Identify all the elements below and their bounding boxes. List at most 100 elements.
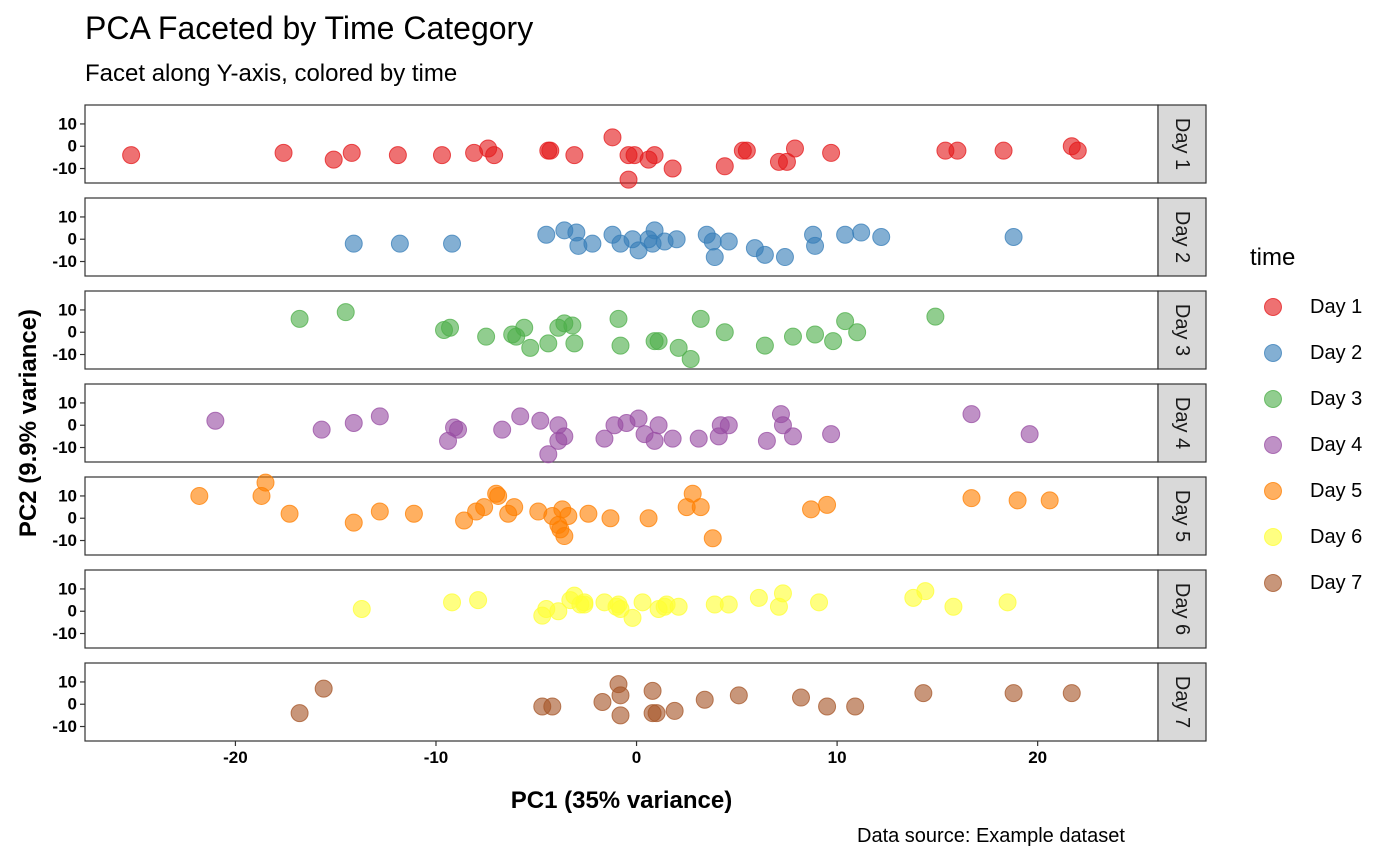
data-point: [633, 593, 652, 612]
data-point: [852, 223, 871, 242]
x-tick-label: 20: [1028, 748, 1047, 767]
facet-panel: [84, 290, 1159, 370]
y-tick-label: 10: [58, 486, 77, 505]
data-point: [783, 427, 802, 446]
data-point: [1004, 228, 1023, 246]
data-point: [836, 312, 855, 331]
data-point: [629, 409, 648, 428]
data-point: [1004, 684, 1023, 703]
data-point: [324, 150, 343, 169]
x-tick-label: 10: [828, 748, 847, 767]
facet-strip: [1157, 197, 1207, 277]
data-point: [998, 593, 1017, 612]
data-point: [681, 349, 700, 368]
data-point: [441, 318, 460, 337]
data-point: [822, 143, 841, 162]
legend-label: Day 5: [1310, 480, 1362, 502]
y-tick-label: 10: [58, 393, 77, 412]
legend-label: Day 1: [1310, 296, 1362, 318]
y-tick-label: 0: [68, 230, 77, 249]
data-point: [611, 686, 630, 705]
data-point: [344, 414, 363, 432]
y-axis-title: PC2 (9.9% variance): [15, 309, 42, 537]
data-point: [565, 146, 584, 165]
data-point: [705, 248, 724, 267]
data-point: [443, 234, 462, 253]
y-tick-label: -10: [52, 624, 77, 643]
data-point: [645, 431, 664, 450]
data-point: [846, 697, 865, 716]
data-point: [824, 332, 843, 351]
facet-panel: [84, 104, 1159, 184]
data-point: [663, 429, 682, 448]
data-point: [611, 706, 630, 725]
data-point: [649, 416, 668, 435]
data-point: [344, 234, 363, 253]
data-point: [314, 679, 333, 698]
legend-key: [1264, 574, 1282, 592]
legend-label: Day 3: [1310, 388, 1362, 410]
legend-key: [1264, 528, 1282, 546]
y-tick-label: 10: [58, 672, 77, 691]
data-point: [475, 498, 494, 517]
data-point: [683, 484, 702, 503]
y-tick-label: 10: [58, 300, 77, 319]
data-point: [872, 228, 891, 246]
legend-key: [1264, 344, 1282, 362]
facet-strip: [1157, 662, 1207, 742]
data-point: [785, 139, 804, 158]
legend-title: time: [1250, 244, 1295, 271]
facet-strip-label: Day 7: [1171, 676, 1193, 728]
data-point: [485, 146, 504, 165]
data-point: [822, 425, 841, 444]
data-point: [370, 407, 389, 426]
data-point: [342, 143, 361, 162]
data-point: [595, 429, 614, 448]
facet-strip: [1157, 290, 1207, 370]
data-point: [190, 486, 209, 505]
data-point: [691, 498, 710, 517]
data-point: [639, 509, 658, 528]
data-point: [1062, 684, 1081, 703]
y-tick-label: 0: [68, 602, 77, 621]
y-tick-label: 0: [68, 509, 77, 528]
data-point: [449, 420, 468, 439]
data-point: [719, 416, 738, 435]
y-tick-label: -10: [52, 531, 77, 550]
data-point: [643, 681, 662, 700]
data-point: [549, 602, 568, 621]
y-tick-label: -10: [52, 345, 77, 364]
data-point: [493, 420, 512, 439]
x-axis-title: PC1 (35% variance): [511, 787, 732, 814]
y-tick-label: -10: [52, 252, 77, 271]
y-tick-label: 0: [68, 695, 77, 714]
data-point: [962, 489, 981, 508]
data-point: [783, 327, 802, 346]
data-point: [792, 688, 811, 707]
data-point: [1008, 491, 1027, 510]
data-point: [531, 411, 550, 430]
y-tick-label: 0: [68, 137, 77, 156]
data-point: [443, 593, 462, 612]
data-point: [806, 236, 825, 255]
data-point: [926, 307, 945, 326]
facet-panel: [84, 476, 1159, 556]
data-point: [390, 234, 409, 253]
facet-strip-label: Day 1: [1171, 118, 1193, 170]
legend-label: Day 4: [1310, 434, 1362, 456]
y-tick-label: 10: [58, 579, 77, 598]
data-point: [691, 309, 710, 328]
data-point: [611, 336, 630, 355]
data-point: [755, 245, 774, 264]
data-point: [611, 600, 630, 618]
data-point: [555, 527, 574, 546]
y-tick-label: 10: [58, 114, 77, 133]
data-point: [563, 316, 582, 335]
data-point: [352, 600, 371, 618]
facet-strip: [1157, 476, 1207, 556]
legend-label: Day 7: [1310, 572, 1362, 594]
chart-subtitle: Facet along Y-axis, colored by time: [85, 60, 458, 87]
data-point: [290, 704, 309, 723]
data-point: [489, 486, 508, 505]
